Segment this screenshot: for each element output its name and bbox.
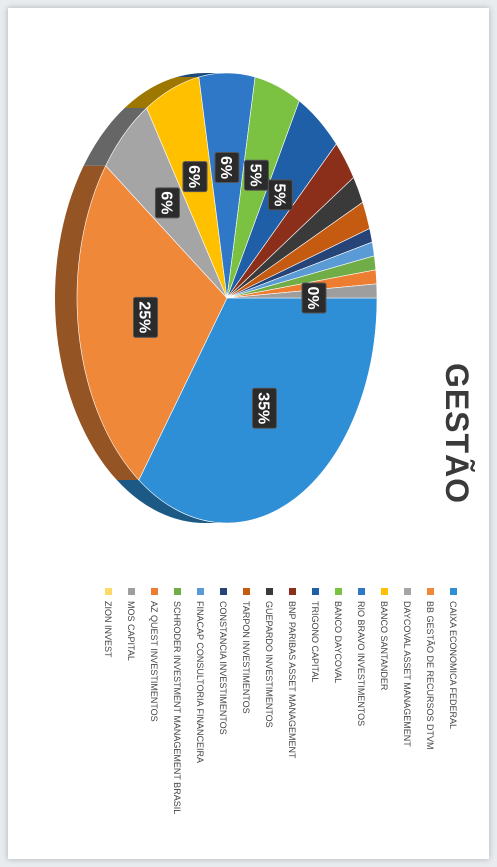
legend-label: MOS CAPITAL (126, 601, 137, 661)
legend-label: BANCO SANTANDER (379, 601, 390, 691)
pie-slices (76, 72, 378, 524)
pie-side-1 (116, 480, 227, 523)
data-label-box (182, 161, 208, 193)
legend-item: TARPON INVESTIMENTOS (235, 588, 258, 858)
legend-swatch (427, 588, 434, 595)
data-label-text: 25% (136, 301, 153, 333)
pie-side-2 (55, 165, 139, 481)
pie-side-4 (124, 76, 199, 109)
pie-data-labels: 35% 25% 6% 6% 6% 5% 5% 0% (133, 152, 327, 429)
legend-item: MOS CAPITAL (120, 588, 143, 858)
legend-item: FINACAP CONSULTORIA FINANCEIRA (189, 588, 212, 858)
pie-chart: 35% 25% 6% 6% 6% 5% 5% 0% (55, 72, 378, 524)
data-label-7: 5% (267, 179, 293, 211)
legend-item: RIO BRAVO INVESTIMENTOS (350, 588, 373, 858)
legend-swatch (358, 588, 365, 595)
data-label-text: 0% (304, 286, 321, 309)
data-label-text: 5% (246, 164, 263, 187)
slide-frame: GESTÃO 35% 25% 6% 6% 6% 5% 5% 0% CAIXA ECONOMIC… (8, 8, 489, 859)
legend-item: BNP PARIBAS ASSET MANAGEMENT (281, 588, 304, 858)
legend-item: TRIGONO CAPITAL (304, 588, 327, 858)
data-label-2: 25% (133, 296, 159, 338)
chart-legend: CAIXA ECONOMICA FEDERAL BB GESTÃO DE RECU… (25, 588, 469, 858)
legend-label: TARPON INVESTIMENTOS (241, 601, 252, 714)
pie-side-5 (176, 73, 227, 77)
legend-swatch (151, 588, 158, 595)
data-label-box (301, 282, 327, 314)
data-label-text: 6% (157, 191, 174, 214)
legend-swatch (266, 588, 273, 595)
legend-swatch (381, 588, 388, 595)
pie-side-walls (55, 73, 227, 523)
data-label-text: 5% (270, 183, 287, 206)
legend-label: TRIGONO CAPITAL (310, 601, 321, 683)
legend-swatch (404, 588, 411, 595)
legend-swatch (335, 588, 342, 595)
data-label-box (133, 296, 159, 338)
legend-swatch (289, 588, 296, 595)
legend-label: CAIXA ECONOMICA FEDERAL (448, 601, 459, 730)
legend-item: BANCO SANTANDER (373, 588, 396, 858)
data-label-text: 6% (185, 165, 202, 188)
data-label-box (214, 152, 240, 183)
data-label-4: 6% (182, 161, 208, 193)
data-label-box (267, 179, 293, 211)
pie-side-3 (83, 108, 147, 166)
legend-label: CONSTANCIA INVESTIMENTOS (218, 601, 229, 735)
legend-item: ZION INVEST (97, 588, 120, 858)
legend-swatch (174, 588, 181, 595)
data-label-text: 6% (217, 156, 234, 179)
data-label-16: 0% (301, 282, 327, 314)
data-label-6: 5% (243, 159, 269, 191)
legend-item: CAIXA ECONOMICA FEDERAL (442, 588, 465, 858)
data-label-text: 35% (254, 392, 271, 424)
legend-swatch (220, 588, 227, 595)
data-label-box (154, 187, 180, 219)
data-label-box (251, 387, 277, 429)
legend-label: GUEPARDO INVESTIMENTOS (264, 601, 275, 728)
legend-label: SCHRODER INVESTMENT MANAGEMENT BRASIL (172, 601, 183, 815)
legend-item: BANCO DAYCOVAL (327, 588, 350, 858)
legend-item: BB GESTÃO DE RECURSOS DTVM (419, 588, 442, 858)
legend-label: BNP PARIBAS ASSET MANAGEMENT (287, 601, 298, 759)
legend-item: DAYCOVAL ASSET MANAGEMENT (396, 588, 419, 858)
legend-label: BB GESTÃO DE RECURSOS DTVM (425, 601, 436, 750)
legend-swatch (450, 588, 457, 595)
legend-label: BANCO DAYCOVAL (333, 601, 344, 684)
legend-label: DAYCOVAL ASSET MANAGEMENT (402, 601, 413, 747)
legend-label: RIO BRAVO INVESTIMENTOS (356, 601, 367, 727)
legend-item: SCHRODER INVESTMENT MANAGEMENT BRASIL (166, 588, 189, 858)
data-label-1: 35% (251, 387, 277, 429)
legend-label: FINACAP CONSULTORIA FINANCEIRA (195, 601, 206, 764)
data-label-3: 6% (154, 187, 180, 219)
legend-swatch (128, 588, 135, 595)
legend-item: GUEPARDO INVESTIMENTOS (258, 588, 281, 858)
legend-label: ZION INVEST (103, 601, 114, 658)
legend-item: AZ QUEST INVESTIMENTOS (143, 588, 166, 858)
legend-swatch (312, 588, 319, 595)
data-label-5: 6% (214, 152, 240, 183)
legend-swatch (105, 588, 112, 595)
data-label-box (243, 159, 269, 191)
slide-content: GESTÃO 35% 25% 6% 6% 6% 5% 5% 0% CAIXA ECONOMIC… (8, 8, 489, 859)
legend-swatch (243, 588, 250, 595)
legend-label: AZ QUEST INVESTIMENTOS (149, 601, 160, 722)
legend-swatch (197, 588, 204, 595)
legend-item: CONSTANCIA INVESTIMENTOS (212, 588, 235, 858)
